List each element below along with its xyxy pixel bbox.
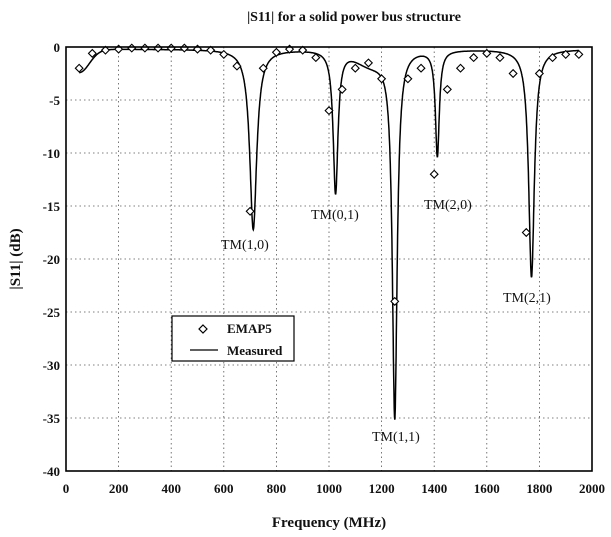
- emap5-point: [574, 49, 584, 59]
- emap5-point: [219, 49, 229, 59]
- annotation-tm11: TM(1,1): [372, 430, 420, 445]
- y-tick-label: -25: [43, 305, 61, 320]
- emap5-point: [232, 61, 242, 71]
- legend-box: [171, 315, 295, 362]
- emap5-point: [100, 45, 111, 55]
- x-tick-label: 1200: [369, 481, 395, 496]
- emap5-point: [521, 227, 531, 238]
- emap5-point: [206, 45, 216, 55]
- x-tick-label: 600: [214, 481, 234, 496]
- x-tick-label: 2000: [579, 481, 605, 496]
- emap5-point: [455, 63, 466, 73]
- emap5-point: [482, 48, 492, 58]
- chart-title: |S11| for a solid power bus structure: [247, 10, 461, 25]
- emap5-point: [166, 43, 176, 53]
- x-axis-label: Frequency (MHz): [272, 515, 386, 531]
- x-tick-label: 800: [267, 481, 287, 496]
- emap5-point: [403, 74, 413, 84]
- x-tick-label: 1600: [474, 481, 500, 496]
- x-tick-label: 200: [109, 481, 129, 496]
- y-tick-label: -15: [43, 199, 61, 214]
- y-tick-label: -30: [43, 358, 60, 373]
- y-tick-label: -20: [43, 252, 60, 267]
- grid-lines: [66, 47, 592, 471]
- emap5-point: [534, 68, 544, 79]
- emap5-marker-layer: [74, 43, 584, 306]
- emap5-point: [561, 49, 571, 59]
- y-tick-label: -10: [43, 146, 60, 161]
- legend-label-measured: Measured: [227, 343, 283, 358]
- emap5-point: [416, 63, 426, 73]
- emap5-point: [547, 53, 558, 63]
- emap5-point: [311, 53, 321, 63]
- x-tick-label: 0: [63, 481, 70, 496]
- emap5-point: [495, 53, 505, 63]
- emap5-point: [127, 43, 137, 53]
- x-tick-label: 1400: [421, 481, 447, 496]
- annotation-tm10: TM(1,0): [221, 238, 269, 253]
- emap5-point: [245, 206, 255, 216]
- legend-label-emap5: EMAP5: [227, 321, 272, 336]
- emap5-point: [377, 74, 387, 84]
- emap5-point: [298, 45, 308, 55]
- emap5-point: [429, 169, 439, 179]
- emap5-point: [87, 48, 97, 58]
- measured-series-line: [79, 48, 579, 420]
- y-tick-label: -40: [43, 464, 60, 479]
- measured-curve-layer: [79, 48, 579, 420]
- emap5-point: [469, 53, 479, 63]
- y-tick-label: 0: [54, 40, 61, 55]
- emap5-point: [508, 68, 518, 79]
- x-tick-label: 1800: [526, 481, 552, 496]
- emap5-point: [271, 47, 281, 57]
- legend: EMAP5 Measured: [171, 315, 295, 362]
- emap5-point: [153, 43, 163, 53]
- annotation-tm20: TM(2,0): [424, 198, 472, 213]
- annotation-tm21: TM(2,1): [503, 291, 551, 306]
- emap5-point: [363, 58, 374, 68]
- plot-frame: [65, 46, 593, 472]
- emap5-point: [258, 63, 268, 73]
- emap5-point: [140, 43, 150, 53]
- annotation-tm01: TM(0,1): [311, 208, 359, 223]
- y-axis-label: |S11| (dB): [8, 228, 24, 289]
- x-tick-label: 400: [161, 481, 181, 496]
- emap5-point: [442, 84, 452, 94]
- emap5-point: [74, 63, 84, 73]
- y-tick-labels: 0 -5 -10 -15 -20 -25 -30 -35 -40: [43, 40, 61, 479]
- x-tick-labels: 0 200 400 600 800 1000 1200 1400 1600 1800 2000: [63, 481, 605, 496]
- x-tick-label: 1000: [316, 481, 342, 496]
- emap5-point: [324, 106, 334, 116]
- emap5-point: [390, 296, 400, 306]
- emap5-point: [337, 84, 347, 94]
- emap5-point: [350, 63, 360, 73]
- y-tick-label: -35: [43, 411, 61, 426]
- y-tick-label: -5: [49, 93, 60, 108]
- legend-diamond-marker: [198, 324, 208, 334]
